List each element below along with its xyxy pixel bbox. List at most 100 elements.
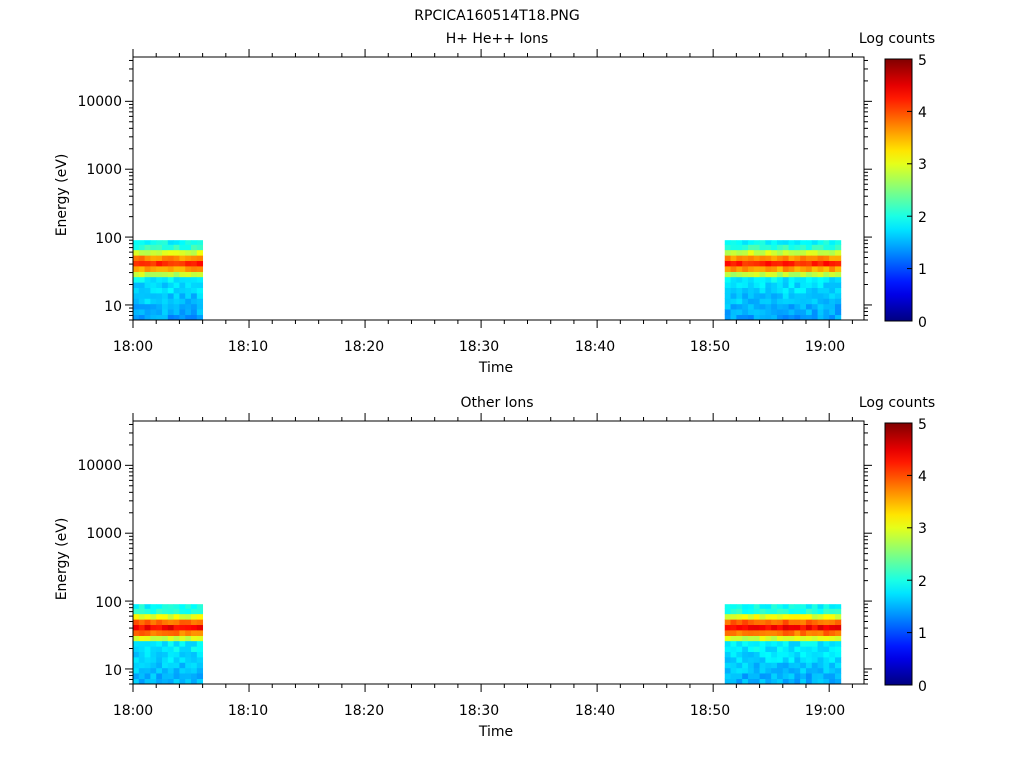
spectrogram-cell [167, 249, 175, 256]
spectrogram-cell [138, 635, 145, 642]
spectrogram-cell [191, 249, 198, 256]
spectrogram-cell [823, 678, 830, 685]
spectrogram-cell [144, 640, 151, 647]
spectrogram-cell [191, 244, 198, 251]
spectrogram-cell [150, 624, 157, 631]
spectrogram-cell [811, 240, 818, 245]
spectrogram-cell [742, 249, 749, 256]
spectrogram-cell [742, 629, 749, 636]
spectrogram-cell [817, 640, 824, 647]
spectrogram-cell [173, 604, 180, 609]
spectrogram-cell [167, 309, 175, 316]
spectrogram-cell [138, 640, 145, 647]
spectrogram-cell [800, 276, 807, 283]
spectrogram-cell [805, 298, 813, 305]
spectrogram-cell [179, 604, 186, 609]
spectrogram-cell [162, 646, 169, 653]
spectrogram-cell [776, 265, 784, 272]
spectrogram-cell [730, 640, 737, 647]
spectrogram-cell [150, 276, 157, 283]
plot-frame [132, 420, 865, 685]
spectrogram-cell [185, 265, 192, 272]
spectrogram-cell [196, 629, 204, 636]
spectrogram-cell [800, 656, 807, 663]
spectrogram-cell [765, 255, 772, 262]
spectrogram-cell [747, 309, 755, 316]
spectrogram-cell [196, 608, 204, 615]
spectrogram-cell [817, 309, 824, 316]
spectrogram-cell [196, 282, 204, 289]
spectrogram-cell [800, 673, 807, 680]
spectrogram-cell [794, 303, 801, 310]
spectrogram-cell [191, 673, 198, 680]
spectrogram-cell [834, 624, 842, 631]
spectrogram-cell [730, 287, 737, 294]
spectrogram-cell [162, 255, 169, 262]
spectrogram-cell [811, 260, 818, 267]
spectrogram-cell [817, 624, 824, 631]
spectrogram-cell [162, 651, 169, 658]
spectrogram-cell [185, 287, 192, 294]
spectrogram-cell [759, 667, 766, 674]
spectrogram-cell [736, 624, 743, 631]
spectrogram-cell [834, 608, 842, 615]
spectrogram-cell [805, 673, 813, 680]
spectrogram-cell [829, 276, 836, 283]
spectrogram-cell [771, 678, 778, 685]
spectrogram-cell [196, 314, 204, 321]
spectrogram-cell [167, 629, 175, 636]
spectrogram-cell [173, 244, 180, 251]
spectrogram-cell [800, 314, 807, 321]
spectrogram-cell [747, 673, 755, 680]
spectrogram-cell [834, 309, 842, 316]
spectrogram-cell [776, 309, 784, 316]
spectrogram-cell [179, 260, 186, 267]
spectrogram-cell [747, 260, 755, 267]
spectrogram-cell [753, 276, 760, 283]
spectrogram-cell [823, 635, 830, 642]
spectrogram-cell [771, 613, 778, 620]
spectrogram-cell [742, 298, 749, 305]
spectrogram-cell [782, 260, 789, 267]
spectrogram-cell [823, 244, 830, 251]
spectrogram-cell [196, 662, 204, 669]
spectrogram-cell [179, 667, 186, 674]
spectrogram-cell [173, 646, 180, 653]
spectrogram-cell [167, 624, 175, 631]
spectrogram-cell [173, 260, 180, 267]
spectrogram-cell [162, 629, 169, 636]
spectrogram-cell [185, 292, 192, 299]
spectrogram-cell [817, 678, 824, 685]
spectrogram-cell [800, 282, 807, 289]
spectrogram-cell [782, 292, 789, 299]
spectrogram-cell [753, 303, 760, 310]
spectrogram-cell [730, 656, 737, 663]
spectrogram-cell [829, 635, 836, 642]
spectrogram-cell [173, 651, 180, 658]
spectrogram-cell [771, 240, 778, 245]
spectrogram-cell [805, 276, 813, 283]
spectrogram-cell [834, 673, 842, 680]
y-axis-label: Energy (eV) [54, 154, 70, 237]
panel-title: Other Ions [460, 395, 533, 411]
spectrogram-cell [179, 265, 186, 272]
spectrogram-cell [765, 656, 772, 663]
spectrogram-cell [724, 629, 731, 636]
colorbar-tick-label: 4 [918, 469, 927, 485]
spectrogram-cell [782, 255, 789, 262]
spectrogram-cell [150, 604, 157, 609]
spectrogram-cell [736, 629, 743, 636]
spectrogram-cell [742, 667, 749, 674]
spectrogram-cell [823, 662, 830, 669]
spectrogram-cell [817, 271, 824, 278]
spectrogram-cell [185, 651, 192, 658]
panel-h-he-ions: H+ He++ Ions Log counts Time Energy (eV)… [54, 31, 935, 376]
spectrogram-cell [179, 629, 186, 636]
spectrogram-cell [179, 673, 186, 680]
spectrogram-cell [138, 646, 145, 653]
spectrogram-cell [179, 662, 186, 669]
colorbar-tick-label: 5 [918, 417, 927, 433]
spectrogram-cell [829, 244, 836, 251]
spectrogram-cell [724, 292, 731, 299]
spectrogram-cell [185, 303, 192, 310]
